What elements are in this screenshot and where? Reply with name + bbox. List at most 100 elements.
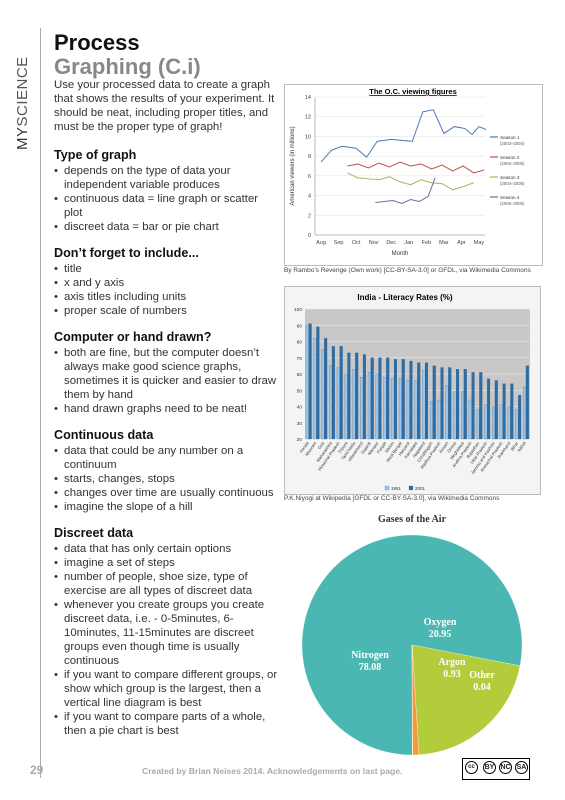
y-tick-label: 4 [308, 194, 311, 200]
bar [476, 409, 480, 440]
legend-label: 1991 [391, 486, 402, 491]
x-tick-label: Dec [386, 240, 396, 246]
bar [499, 404, 503, 440]
bar [440, 367, 444, 440]
x-tick-label: Jan [404, 240, 413, 246]
bullet-item: continuous data = line graph or scatter … [54, 192, 279, 220]
bar [471, 372, 475, 440]
series-line [347, 172, 474, 191]
cc-icon: cc [465, 761, 478, 774]
bar [494, 380, 498, 440]
y-tick-label: 12 [305, 115, 311, 121]
bar [414, 380, 418, 440]
bullet-item: if you want to compare parts of a whole,… [54, 710, 279, 738]
bullet-item: data that could be any number on a conti… [54, 444, 279, 472]
bar [502, 383, 506, 440]
bullet-item: both are fine, but the computer doesn’t … [54, 346, 279, 402]
slice-label: Nitrogen [351, 650, 389, 661]
x-tick-label: Bihar [509, 440, 519, 451]
x-tick-label: May [474, 240, 485, 246]
bullet-list: depends on the type of data your indepen… [54, 164, 279, 234]
text-column: Use your processed data to create a grap… [54, 78, 279, 750]
x-tick-label: Sikkim [384, 440, 395, 453]
bullet-item: imagine a set of steps [54, 556, 279, 570]
bar [432, 365, 436, 440]
bar [313, 338, 317, 440]
bar [375, 373, 379, 440]
y-tick-label: 80 [297, 340, 303, 346]
x-tick-label: Apr [457, 240, 466, 246]
bar-chart-frame: India - Literacy Rates (%) 20 30 40 50 60 70 80… [284, 286, 541, 495]
bar [329, 365, 333, 440]
bar-chart-caption: P.K.Niyogi at Wikipedia [GFDL or CC-BY-S… [284, 495, 500, 502]
x-tick-label: Punjab [376, 440, 388, 454]
slice-value: 0.93 [443, 669, 461, 680]
bar [391, 378, 395, 440]
line-chart-frame: The O.C. viewing figures 0 2 4 6 8 10 12 14 Aug Se… [284, 84, 543, 266]
bar [487, 378, 491, 440]
bar [492, 406, 496, 440]
x-tick-label: Kerala [299, 440, 310, 453]
y-tick-label: 14 [305, 95, 311, 101]
bullet-list: data that has only certain optionsimagin… [54, 542, 279, 738]
bullet-list: both are fine, but the computer doesn’t … [54, 346, 279, 416]
legend-sublabel: (2005–2006) [500, 201, 525, 206]
page-number: 29 [30, 763, 44, 777]
section-heading: Computer or hand drawn? [54, 330, 212, 344]
bar [347, 352, 351, 440]
legend-label: Season 1 [500, 135, 520, 140]
bar [510, 383, 514, 440]
legend-swatch [408, 485, 414, 491]
bullet-list: data that could be any number on a conti… [54, 444, 279, 514]
y-tick-label: 30 [297, 421, 303, 427]
bar [352, 369, 356, 440]
y-tick-label: 0 [308, 233, 311, 239]
bar [355, 352, 359, 440]
x-tick-label: Sep [334, 240, 344, 246]
bullet-item: depends on the type of data your indepen… [54, 164, 279, 192]
bar [437, 399, 441, 440]
series-line [320, 109, 487, 163]
bar [370, 357, 374, 440]
cc-license-badge: cc BY NC SA [462, 758, 530, 780]
y-tick-label: 2 [308, 213, 311, 219]
chart-title: Gases of the Air [378, 514, 447, 525]
bullet-item: discreet data = bar or pie chart [54, 220, 279, 234]
slice-label: Argon [438, 657, 466, 668]
cc-sa-icon: SA [515, 761, 528, 774]
legend-label: Season 3 [500, 175, 520, 180]
x-tick-label: Feb [422, 240, 431, 246]
bar [331, 346, 335, 440]
cc-by-icon: BY [483, 761, 496, 774]
line-chart-caption: By Rambo’s Revenge (Own work) [CC-BY-SA-… [284, 267, 531, 274]
page-title: Process [54, 30, 140, 55]
side-label: MYSCIENCE [14, 56, 31, 150]
bar [401, 359, 405, 440]
section-heading: Type of graph [54, 148, 137, 162]
slice-value: 0.04 [473, 682, 491, 693]
bar [448, 367, 452, 440]
footer-credit: Created by Brian Neises 2014. Acknowledg… [142, 766, 403, 776]
slice-label: Oxygen [424, 617, 457, 628]
bar [406, 380, 410, 440]
bar [445, 385, 449, 440]
bullet-item: axis titles including units [54, 290, 279, 304]
bar [321, 349, 325, 440]
bar [453, 391, 457, 440]
x-tick-label: Assam [438, 440, 450, 454]
legend-label: Season 4 [500, 195, 520, 200]
bar [479, 372, 483, 440]
y-axis-label: American viewers (in millions) [290, 126, 296, 205]
intro-paragraph: Use your processed data to create a grap… [54, 79, 275, 133]
bullet-item: changes over time are usually continuous [54, 486, 279, 500]
legend-label: 2001 [415, 486, 426, 491]
bar [378, 357, 382, 440]
x-tick-label: Orissa [446, 440, 457, 453]
pie-slice [411, 644, 521, 755]
bar [336, 367, 340, 440]
bullet-item: data that has only certain options [54, 542, 279, 556]
legend-sublabel: (2004–2005) [500, 161, 525, 166]
bar-chart: India - Literacy Rates (%) 20 30 40 50 60 70 80… [294, 293, 530, 491]
section-heading: Continuous data [54, 428, 154, 442]
bar [344, 373, 348, 440]
